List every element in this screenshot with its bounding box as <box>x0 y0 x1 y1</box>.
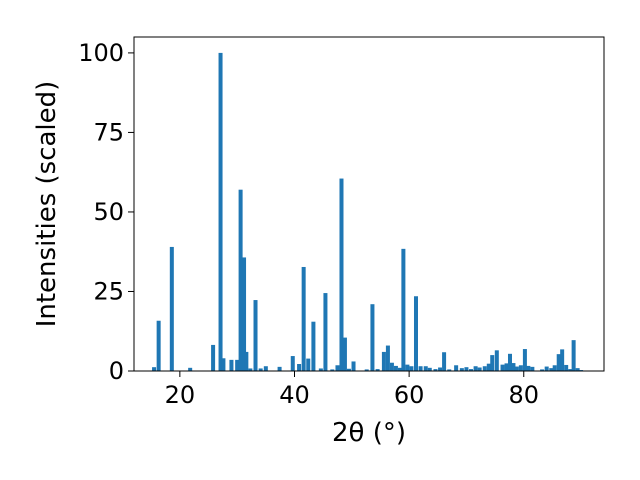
bar-59 <box>500 364 505 371</box>
y-tick-label-1: 25 <box>93 277 124 305</box>
x-axis-ticks: 20 40 60 80 <box>165 371 539 409</box>
x-tick-label-3: 80 <box>508 381 539 409</box>
x-tick-label-0: 20 <box>165 381 196 409</box>
bar-22 <box>318 368 323 371</box>
bar-26 <box>339 178 344 371</box>
bar-40 <box>409 366 414 371</box>
bar-27 <box>342 337 347 371</box>
bar-58 <box>494 350 499 371</box>
bar-15 <box>263 366 268 371</box>
bar-0 <box>152 367 157 371</box>
bar-25 <box>335 365 340 371</box>
bar-1 <box>156 320 161 371</box>
bar-51 <box>464 367 469 371</box>
bar-18 <box>297 364 302 371</box>
bar-52 <box>469 369 474 371</box>
bar-68 <box>540 369 545 371</box>
bar-66 <box>526 365 531 371</box>
bar-5 <box>218 52 223 372</box>
y-tick-label-4: 100 <box>78 39 124 67</box>
bar-11 <box>244 351 249 371</box>
bar-9 <box>238 189 243 371</box>
plot-frame <box>133 36 605 372</box>
bar-24 <box>330 369 335 371</box>
bar-63 <box>514 366 519 371</box>
bar-44 <box>427 367 432 371</box>
bar-64 <box>518 365 523 371</box>
bar-35 <box>389 362 394 371</box>
bar-2 <box>169 246 174 371</box>
bar-20 <box>306 358 311 371</box>
bar-71 <box>552 365 557 371</box>
bar-69 <box>544 366 549 371</box>
bar-48 <box>447 369 452 371</box>
bar-65 <box>522 349 527 371</box>
bar-42 <box>418 366 423 371</box>
y-tick-label-0: 0 <box>109 357 124 385</box>
bar-45 <box>433 369 438 371</box>
bar-50 <box>459 368 464 371</box>
bar-57 <box>490 355 495 371</box>
bar-7 <box>229 359 234 371</box>
bar-3 <box>188 367 193 371</box>
bar-16 <box>277 366 282 371</box>
bar-74 <box>564 364 569 371</box>
bar-76 <box>571 340 576 371</box>
bar-31 <box>370 304 375 371</box>
bar-61 <box>507 353 512 371</box>
y-axis-ticks: 0 25 50 75 100 <box>78 39 134 385</box>
bar-73 <box>560 349 565 371</box>
bar-70 <box>549 368 554 371</box>
bar-53 <box>473 366 478 371</box>
bar-37 <box>397 367 402 371</box>
bar-30 <box>364 369 369 371</box>
x-tick-label-1: 40 <box>279 381 310 409</box>
bar-77 <box>575 368 580 371</box>
bar-38 <box>401 248 406 371</box>
bar-29 <box>351 361 356 371</box>
bar-72 <box>556 354 561 371</box>
bar-19 <box>301 266 306 371</box>
bar-21 <box>311 321 316 371</box>
bar-17 <box>290 356 295 371</box>
bar-33 <box>381 351 386 371</box>
bar-49 <box>454 365 459 371</box>
bar-14 <box>258 368 263 371</box>
bar-36 <box>393 365 398 371</box>
bar-10 <box>242 257 247 371</box>
bar-43 <box>423 366 428 371</box>
bar-8 <box>235 359 240 371</box>
y-tick-label-2: 50 <box>93 198 124 226</box>
bar-56 <box>486 363 491 371</box>
bar-13 <box>253 300 258 371</box>
bars-layer <box>152 52 584 372</box>
bar-55 <box>482 366 487 371</box>
bar-47 <box>442 352 447 371</box>
bar-6 <box>221 358 226 371</box>
bar-54 <box>477 367 482 371</box>
bar-62 <box>511 363 516 371</box>
bar-4 <box>211 344 216 371</box>
bar-46 <box>438 367 443 371</box>
bar-60 <box>504 363 509 371</box>
bar-12 <box>248 368 253 371</box>
bar-34 <box>385 345 390 371</box>
bar-39 <box>405 364 410 371</box>
bar-23 <box>323 293 328 371</box>
x-axis-label: 2θ (°) <box>332 418 406 448</box>
bar-75 <box>568 369 573 371</box>
y-axis-label: Intensities (scaled) <box>32 81 62 328</box>
bar-32 <box>375 369 380 371</box>
bar-67 <box>530 366 535 371</box>
bar-41 <box>413 296 418 371</box>
y-tick-label-3: 75 <box>93 118 124 146</box>
x-tick-label-2: 60 <box>394 381 425 409</box>
bar-28 <box>346 368 351 371</box>
